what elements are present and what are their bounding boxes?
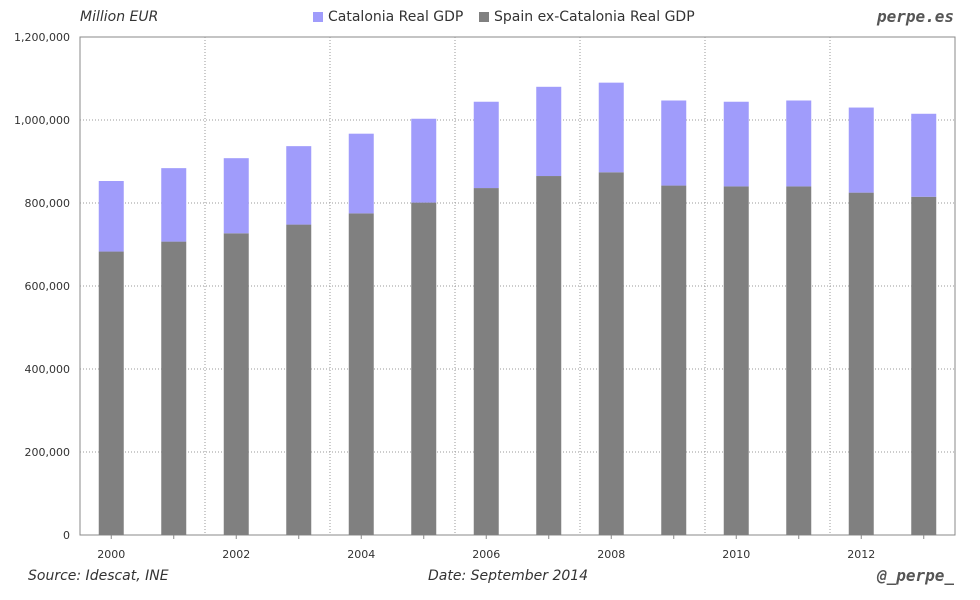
y-tick-label: 1,000,000 <box>14 114 70 127</box>
bar-spain-ex-catalonia <box>848 192 874 535</box>
x-tick-label: 2010 <box>722 548 750 561</box>
bar-spain-ex-catalonia <box>223 233 249 536</box>
bar-catalonia <box>411 118 437 203</box>
bar-catalonia <box>161 168 187 242</box>
bar-spain-ex-catalonia <box>536 176 562 535</box>
bar-spain-ex-catalonia <box>473 188 499 535</box>
bar-spain-ex-catalonia <box>598 172 624 536</box>
bar-catalonia <box>598 82 624 173</box>
bar-spain-ex-catalonia <box>661 185 687 535</box>
legend-item-spain: Spain ex-Catalonia Real GDP <box>479 9 695 25</box>
bar-spain-ex-catalonia <box>98 251 124 535</box>
legend-swatch-spain <box>479 12 489 22</box>
bar-catalonia <box>661 100 687 186</box>
source-note: Source: Idescat, INE <box>28 568 169 584</box>
bar-spain-ex-catalonia <box>286 224 312 535</box>
y-tick-label: 600,000 <box>25 280 71 293</box>
bar-spain-ex-catalonia <box>723 186 749 535</box>
x-tick-label: 2000 <box>97 548 125 561</box>
twitter-handle: @_perpe_ <box>876 566 954 585</box>
y-tick-label: 800,000 <box>25 197 71 210</box>
bar-spain-ex-catalonia <box>161 241 187 535</box>
legend-label-spain: Spain ex-Catalonia Real GDP <box>494 9 695 25</box>
bar-catalonia <box>723 101 749 187</box>
bar-layer <box>98 82 937 536</box>
unit-label: Million EUR <box>80 9 159 25</box>
x-tick-label: 2002 <box>222 548 250 561</box>
bar-catalonia <box>286 146 312 225</box>
x-tick-label: 2004 <box>347 548 375 561</box>
y-tick-label: 1,200,000 <box>14 31 70 44</box>
bar-catalonia <box>348 133 374 214</box>
brand-watermark: perpe.es <box>876 7 954 26</box>
bar-catalonia <box>98 181 124 252</box>
bar-spain-ex-catalonia <box>348 213 374 535</box>
bar-catalonia <box>223 158 249 234</box>
bar-catalonia <box>911 113 937 197</box>
y-tick-label: 200,000 <box>25 446 71 459</box>
y-tick-label: 400,000 <box>25 363 71 376</box>
bar-spain-ex-catalonia <box>411 202 437 535</box>
y-tick-label: 0 <box>63 529 70 542</box>
date-note: Date: September 2014 <box>428 568 589 584</box>
x-tick-label: 2008 <box>597 548 625 561</box>
bar-catalonia <box>536 86 562 177</box>
plot-frame <box>79 36 956 536</box>
bar-catalonia <box>786 100 812 187</box>
bar-spain-ex-catalonia <box>786 186 812 535</box>
legend-swatch-catalonia <box>313 12 323 22</box>
x-tick-label: 2012 <box>847 548 875 561</box>
bar-catalonia <box>473 101 499 189</box>
grid-layer <box>79 36 956 536</box>
bar-catalonia <box>848 107 874 193</box>
legend-item-catalonia: Catalonia Real GDP <box>313 9 463 25</box>
x-tick-label: 2006 <box>472 548 500 561</box>
axis-layer: 0 200,000 400,000 600,000 800,000 1,000,000 1,… <box>14 31 925 561</box>
legend-label-catalonia: Catalonia Real GDP <box>328 9 464 25</box>
bar-spain-ex-catalonia <box>911 196 937 535</box>
